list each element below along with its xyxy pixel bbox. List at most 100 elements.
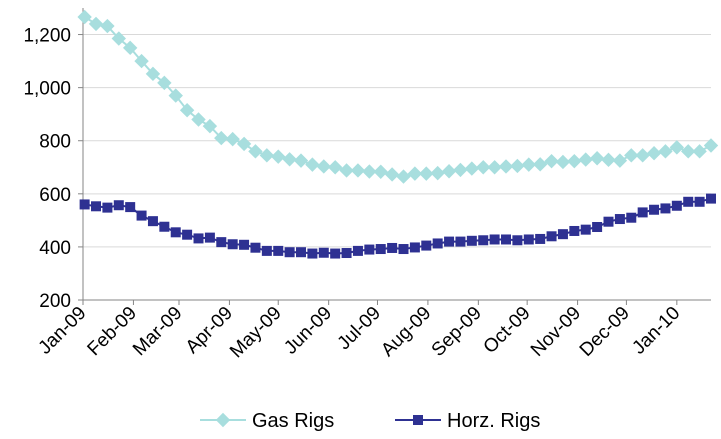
data-point [546,231,557,242]
data-point [649,204,660,215]
data-point [122,40,138,56]
data-point [182,229,193,240]
data-point [658,144,673,159]
data-point [671,200,682,211]
legend-item: Horz. Rigs [395,410,540,432]
y-tick-label: 1,200 [23,26,71,47]
data-point [464,161,480,176]
legend-item: Gas Rigs [200,410,334,432]
data-point [102,202,113,213]
x-tick-label: Sep-09 [428,303,486,361]
data-point [409,242,420,253]
data-point [660,203,671,214]
data-point [271,149,286,164]
data-point [227,239,238,250]
data-point [384,167,400,182]
data-point [703,138,719,153]
y-tick-labels: 200 400 600 800 1,000 1,200 [23,26,71,312]
x-tick-label: Oct-09 [480,303,535,358]
data-point [466,235,477,246]
data-point [535,233,546,244]
series-gas-rigs [77,9,719,184]
series-horz-rigs [79,193,716,259]
data-point [455,236,466,247]
data-point [362,164,377,179]
data-point [407,166,423,181]
data-point [318,247,329,258]
series-lines [77,9,719,259]
data-point [624,148,639,163]
data-point [592,222,603,232]
data-point [694,196,705,207]
data-point [179,102,195,118]
data-point [387,242,398,253]
legend-marker [413,415,423,425]
data-point [706,193,716,204]
data-point [364,244,375,255]
data-point [489,234,500,245]
data-point [204,232,215,243]
data-point [567,153,582,169]
data-point [214,130,229,146]
legend-label: Gas Rigs [252,410,334,432]
data-point [453,162,468,178]
x-tick-label: Jun-09 [280,303,336,359]
data-point [305,157,320,172]
data-point [681,144,696,159]
x-tick-label: Nov-09 [527,303,585,361]
legend-marker [215,412,231,428]
data-point [145,66,161,82]
data-point [626,212,637,223]
y-tick-label: 200 [39,291,71,312]
y-tick-label: 600 [39,185,71,206]
y-tick-label: 1,000 [23,79,71,100]
data-point [147,216,158,227]
data-point [339,163,354,178]
data-point [330,248,341,259]
x-tick-label: May-09 [226,303,286,363]
data-point [432,238,443,249]
data-point [136,210,147,221]
data-point [159,221,170,232]
data-point [111,31,126,46]
data-point [373,164,388,179]
data-point [398,244,409,255]
x-tick-label: Mar-09 [129,303,186,360]
data-point [307,248,318,259]
data-point [555,154,571,170]
legend-label: Horz. Rigs [447,410,540,432]
data-point [259,148,275,163]
x-tick-labels: Jan-09Feb-09Mar-09Apr-09May-09Jun-09Jul-… [35,303,685,363]
data-point [612,153,628,168]
data-point [375,244,386,255]
data-point [316,159,331,174]
data-point [352,245,363,256]
data-point [523,234,534,245]
data-point [683,196,694,207]
data-point [282,152,297,167]
data-point [79,199,90,210]
data-point [521,157,536,172]
data-point [341,248,352,259]
axes [78,8,711,305]
data-point [273,245,284,256]
data-point [350,163,366,178]
data-point [296,247,307,258]
data-point [202,118,218,134]
data-point [512,235,523,246]
data-point [544,153,559,169]
data-point [580,224,591,235]
data-point [327,160,343,175]
x-tick-label: Jan-10 [628,303,684,359]
data-point [168,88,183,103]
data-point [510,158,525,174]
data-point [134,53,149,69]
data-point [532,157,548,172]
data-point [88,16,104,32]
data-point [476,160,491,175]
data-point [569,225,580,236]
data-point [635,148,650,163]
data-point [193,233,204,244]
data-point [419,166,434,181]
data-point [646,145,662,161]
